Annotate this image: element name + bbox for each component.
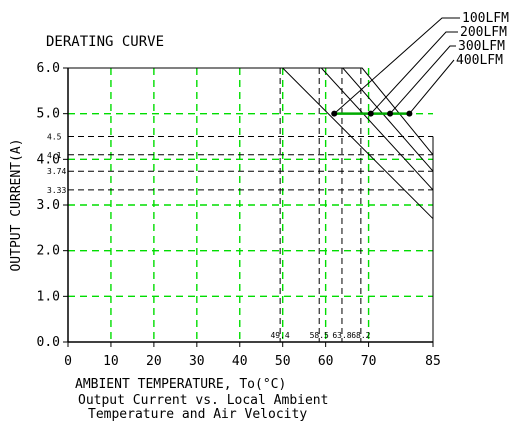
curve-300LFM	[68, 67, 434, 172]
x-axis-label: AMBIENT TEMPERATURE, To(°C)	[75, 377, 286, 392]
legend-label-400LFM: 400LFM	[456, 53, 503, 68]
x-tick-label-8: 85	[425, 354, 441, 369]
x-tick-label-2: 20	[146, 354, 162, 369]
legend-leader-400LFM	[408, 59, 455, 114]
derating-curves	[68, 67, 434, 342]
x-tick-label-7: 70	[361, 354, 377, 369]
x-tick-label-4: 40	[232, 354, 248, 369]
curve-100LFM	[68, 67, 434, 220]
legend-label-200LFM: 200LFM	[460, 25, 507, 40]
x-tick-label-1: 10	[103, 354, 119, 369]
y-tick-label-3: 3.0	[37, 198, 60, 213]
reference-label-y-2: 3.74	[47, 167, 66, 176]
x-tick-label-3: 30	[189, 354, 205, 369]
operating-line	[331, 110, 413, 117]
y-axis-label: OUTPUT CURRENT(A)	[9, 138, 24, 271]
y-tick-label-2: 2.0	[37, 244, 60, 259]
reference-label-x-0: 49.4	[270, 331, 289, 340]
reference-label-y-1: 4.1	[47, 151, 62, 160]
reference-label-x-3: 68.2	[351, 331, 370, 340]
reference-label-y-0: 4.5	[47, 133, 62, 142]
axes: 0 10 20 30 40 50 60 70 85 0.0 1.0 2.0 3.0 4.0 5.0 6.0	[37, 61, 441, 369]
legend-leader-100LFM	[333, 17, 460, 115]
legend-leader-300LFM	[389, 45, 456, 114]
x-tick-label-5: 50	[275, 354, 291, 369]
reference-label-x-1: 58.5	[310, 331, 329, 340]
y-tick-label-5: 5.0	[37, 107, 60, 122]
curve-400LFM	[68, 67, 434, 156]
y-tick-label-0: 0.0	[37, 335, 60, 350]
legend-leader-200LFM	[370, 31, 458, 115]
y-tick-label-6: 6.0	[37, 61, 60, 76]
reference-label-y-3: 3.33	[47, 186, 66, 195]
legend-label-100LFM: 100LFM	[462, 11, 509, 26]
grid	[68, 68, 433, 342]
caption-line-2: Temperature and Air Velocity	[88, 407, 307, 422]
x-tick-label-0: 0	[64, 354, 72, 369]
x-tick-label-6: 60	[318, 354, 334, 369]
caption-line-1: Output Current vs. Local Ambient	[78, 393, 328, 408]
y-tick-label-4: 4.0	[37, 152, 60, 167]
legend-label-300LFM: 300LFM	[458, 39, 505, 54]
y-tick-label-1: 1.0	[37, 289, 60, 304]
chart-title: DERATING CURVE	[46, 34, 164, 50]
reference-label-x-2: 63.8	[332, 331, 351, 340]
